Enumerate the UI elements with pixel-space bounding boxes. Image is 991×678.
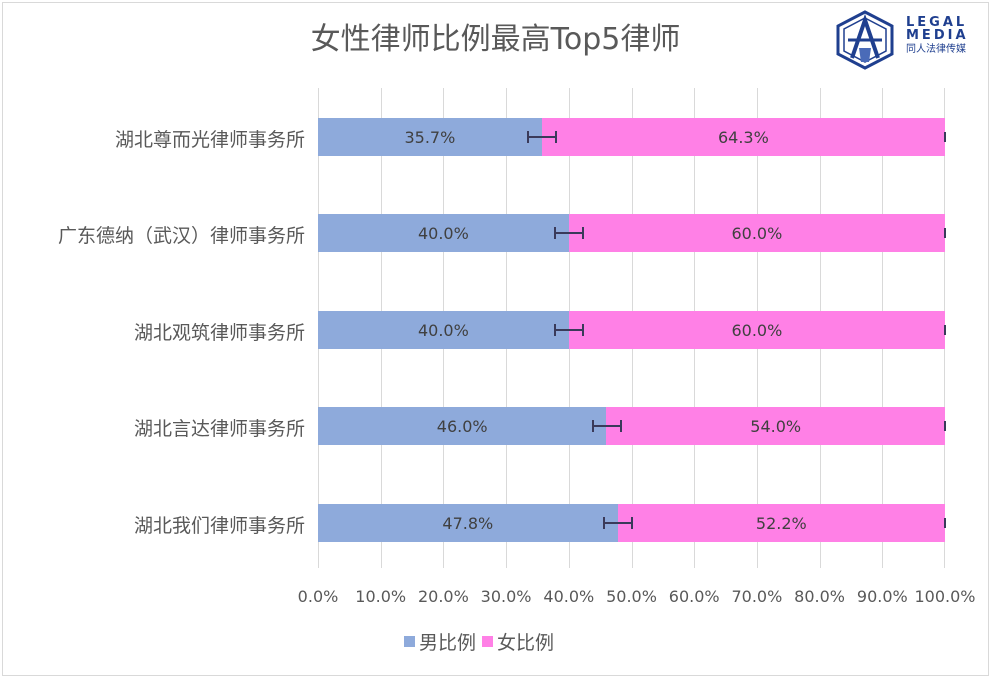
- x-tick: 80.0%: [794, 587, 846, 606]
- shield-logo-icon: [836, 10, 894, 70]
- category-label: 湖北言达律师事务所: [133, 418, 305, 440]
- bar-female: 60.0%: [568, 214, 945, 252]
- error-bar: [554, 324, 584, 336]
- x-tick: 40.0%: [543, 587, 595, 606]
- x-tick: 20.0%: [417, 587, 469, 606]
- bar-male: 35.7%: [318, 118, 542, 156]
- error-bar-end: [944, 518, 946, 528]
- error-bar-end: [944, 421, 946, 431]
- category-label: 广东德纳（武汉）律师事务所: [57, 225, 305, 247]
- chart-title: 女性律师比例最高Top5律师: [310, 22, 681, 57]
- bar-female: 54.0%: [606, 407, 945, 445]
- bar-row: 40.0% 60.0%: [318, 311, 946, 349]
- legal-media-logo: LEGAL MEDIA 同人法律传媒: [834, 10, 984, 70]
- bar-male: 40.0%: [318, 214, 569, 252]
- x-tick: 70.0%: [731, 587, 783, 606]
- legend-item-female: 女比例: [482, 628, 554, 655]
- bar-female: 52.2%: [617, 504, 945, 542]
- bar-row: 40.0% 60.0%: [318, 214, 946, 252]
- bar-female: 60.0%: [568, 311, 945, 349]
- error-bar: [592, 420, 622, 432]
- x-tick: 90.0%: [856, 587, 908, 606]
- x-tick: 60.0%: [668, 587, 720, 606]
- bar-row: 46.0% 54.0%: [318, 407, 946, 445]
- x-tick: 10.0%: [355, 587, 407, 606]
- bar-male: 46.0%: [318, 407, 607, 445]
- legend-item-male: 男比例: [404, 628, 476, 655]
- category-label: 湖北尊而光律师事务所: [114, 129, 305, 151]
- error-bar-end: [944, 228, 946, 238]
- bar-row: 35.7% 64.3%: [318, 118, 946, 156]
- legend-swatch-male: [404, 636, 415, 647]
- error-bar-end: [944, 325, 946, 335]
- x-tick: 30.0%: [480, 587, 532, 606]
- bar-male: 47.8%: [318, 504, 618, 542]
- error-bar: [554, 227, 584, 239]
- x-tick: 50.0%: [606, 587, 657, 606]
- error-bar-end: [944, 132, 946, 142]
- error-bar: [603, 517, 633, 529]
- x-tick: 0.0%: [297, 587, 339, 606]
- bar-female: 64.3%: [541, 118, 945, 156]
- x-tick: 100.0%: [914, 587, 976, 606]
- category-label: 湖北我们律师事务所: [133, 515, 305, 537]
- bar-male: 40.0%: [318, 311, 569, 349]
- error-bar: [527, 131, 557, 143]
- legend-swatch-female: [482, 636, 494, 647]
- legend: 男比例 女比例: [404, 628, 560, 655]
- plot-area: 35.7% 64.3% 40.0% 60.0% 40.0% 60.0% 46.0…: [318, 88, 946, 568]
- bar-row: 47.8% 52.2%: [318, 504, 946, 542]
- logo-text: LEGAL MEDIA 同人法律传媒: [906, 15, 969, 55]
- category-label: 湖北观筑律师事务所: [133, 322, 305, 344]
